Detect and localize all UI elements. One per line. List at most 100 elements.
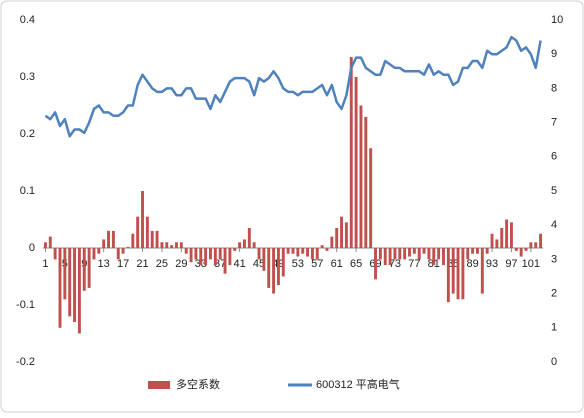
- bar: [213, 248, 217, 266]
- bar: [340, 216, 343, 248]
- bar: [301, 248, 305, 254]
- bar: [126, 246, 130, 248]
- bar: [286, 248, 290, 254]
- y-tick-label: 0.1: [20, 185, 35, 197]
- bar: [534, 242, 538, 248]
- legend-label: 多空系数: [176, 377, 220, 391]
- bar: [160, 242, 164, 248]
- bar: [63, 248, 67, 300]
- bar: [233, 248, 237, 251]
- bar: [131, 233, 135, 248]
- x-tick-label: 65: [350, 258, 362, 270]
- bar: [228, 248, 232, 266]
- x-tick-label: 93: [486, 258, 498, 270]
- bar: [490, 233, 494, 248]
- bar: [194, 248, 198, 260]
- y2-tick-label: 6: [551, 151, 557, 163]
- y2-tick-label: 8: [551, 82, 557, 94]
- y-tick-label: 0.3: [20, 71, 35, 83]
- bar: [519, 248, 523, 257]
- bar: [437, 248, 441, 260]
- bar: [325, 248, 329, 251]
- bar: [393, 248, 397, 260]
- bar: [257, 248, 261, 260]
- x-tick-label: 57: [311, 258, 323, 270]
- bar: [398, 248, 402, 260]
- bar: [354, 77, 358, 248]
- y2-tick-label: 7: [551, 117, 557, 129]
- y-tick-label: -0.2: [16, 356, 35, 368]
- bar: [77, 248, 81, 334]
- y2-tick-label: 2: [551, 288, 557, 300]
- bar: [451, 248, 455, 294]
- bar: [422, 248, 426, 254]
- x-tick-label: 1: [42, 258, 48, 270]
- bar: [209, 248, 212, 260]
- bar: [315, 248, 319, 260]
- y2-tick-label: 10: [551, 14, 563, 26]
- bar: [141, 191, 144, 248]
- bar: [364, 116, 368, 249]
- bar: [199, 248, 203, 266]
- bar: [359, 105, 363, 248]
- x-tick-label: 61: [331, 258, 343, 270]
- bar: [102, 239, 106, 248]
- bar: [204, 248, 208, 266]
- bar: [461, 248, 465, 300]
- bar: [262, 248, 266, 271]
- x-tick-label: 37: [214, 258, 226, 270]
- x-tick-label: 101: [522, 258, 540, 270]
- bar: [291, 248, 295, 254]
- bar: [179, 242, 183, 248]
- bar: [408, 248, 411, 257]
- bar: [310, 248, 314, 260]
- bar: [53, 248, 57, 260]
- bar: [505, 219, 509, 248]
- bar: [175, 242, 178, 248]
- bar: [320, 245, 324, 248]
- bar: [43, 242, 47, 248]
- bar: [267, 248, 271, 288]
- y-tick-label: 0.4: [20, 14, 35, 26]
- x-tick-label: 89: [466, 258, 478, 270]
- line: [44, 35, 542, 138]
- x-tick-label: 25: [156, 258, 168, 270]
- bar: [48, 236, 52, 248]
- bar: [170, 245, 174, 248]
- bar: [349, 57, 353, 248]
- bar: [432, 248, 436, 266]
- x-tick-label: 41: [233, 258, 245, 270]
- bar: [330, 236, 334, 248]
- bar: [121, 248, 125, 254]
- bar: [92, 248, 96, 260]
- bar: [150, 230, 154, 248]
- bar: [97, 248, 101, 254]
- bar: [223, 248, 227, 274]
- bar: [378, 248, 382, 260]
- bar: [524, 248, 528, 251]
- bar: [276, 248, 280, 286]
- y2-tick-label: 9: [551, 48, 557, 60]
- bar: [82, 248, 86, 291]
- bar: [335, 228, 339, 248]
- bar: [238, 242, 242, 248]
- y2-tick-label: 0: [551, 356, 557, 368]
- bar: [374, 248, 377, 280]
- bar: [306, 248, 310, 257]
- bar: [403, 248, 407, 260]
- bar: [145, 216, 149, 248]
- x-tick-label: 45: [253, 258, 265, 270]
- bar: [485, 248, 489, 254]
- legend-label: 600312 平高电气: [316, 377, 400, 391]
- x-tick-label: 21: [136, 258, 148, 270]
- bar: [344, 222, 348, 248]
- bar: [442, 248, 445, 266]
- y-tick-label: -0.1: [16, 299, 35, 311]
- y2-tick-label: 4: [551, 219, 557, 231]
- bar: [480, 248, 484, 294]
- bar: [272, 248, 276, 294]
- x-tick-label: 17: [117, 258, 129, 270]
- bar: [111, 230, 115, 248]
- bar: [73, 248, 77, 323]
